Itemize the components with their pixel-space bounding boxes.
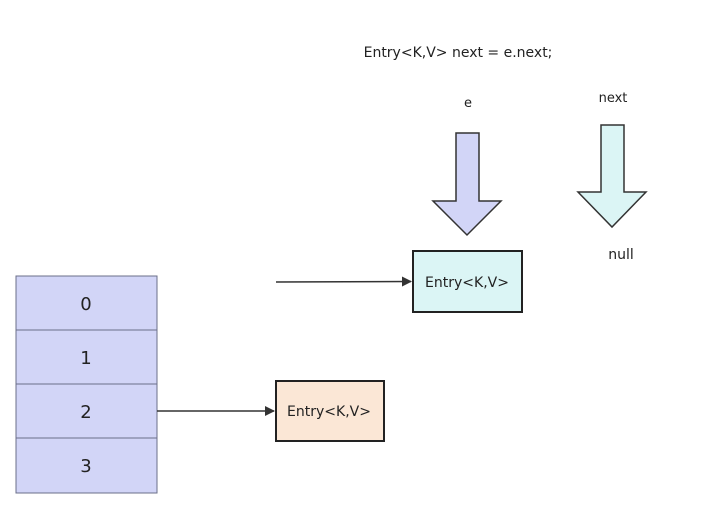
code-line-text: Entry<K,V> next = e.next; <box>364 45 553 61</box>
pointer-e-label: e <box>464 96 472 111</box>
hash-table: 0 1 2 3 <box>15 275 158 494</box>
table-index-1: 1 <box>80 348 91 369</box>
table-cell-0 <box>15 275 158 331</box>
table-cell-2 <box>15 383 158 439</box>
table-cell-1 <box>15 329 158 385</box>
table-index-0: 0 <box>80 294 91 315</box>
link-arrow-to-top-entry <box>275 276 412 287</box>
pointer-next-label: next <box>599 91 628 106</box>
pointer-e-arrow <box>431 132 503 237</box>
null-label: null <box>608 247 634 263</box>
entry-node-bottom-label: Entry<K,V> <box>287 404 371 420</box>
table-index-3: 3 <box>80 456 91 477</box>
table-cell-3 <box>15 437 158 494</box>
pointer-next-arrow <box>576 124 648 229</box>
entry-node-bottom <box>275 380 385 442</box>
entry-node-top <box>412 250 523 313</box>
table-index-2: 2 <box>80 402 91 423</box>
entry-node-top-label: Entry<K,V> <box>425 275 509 291</box>
